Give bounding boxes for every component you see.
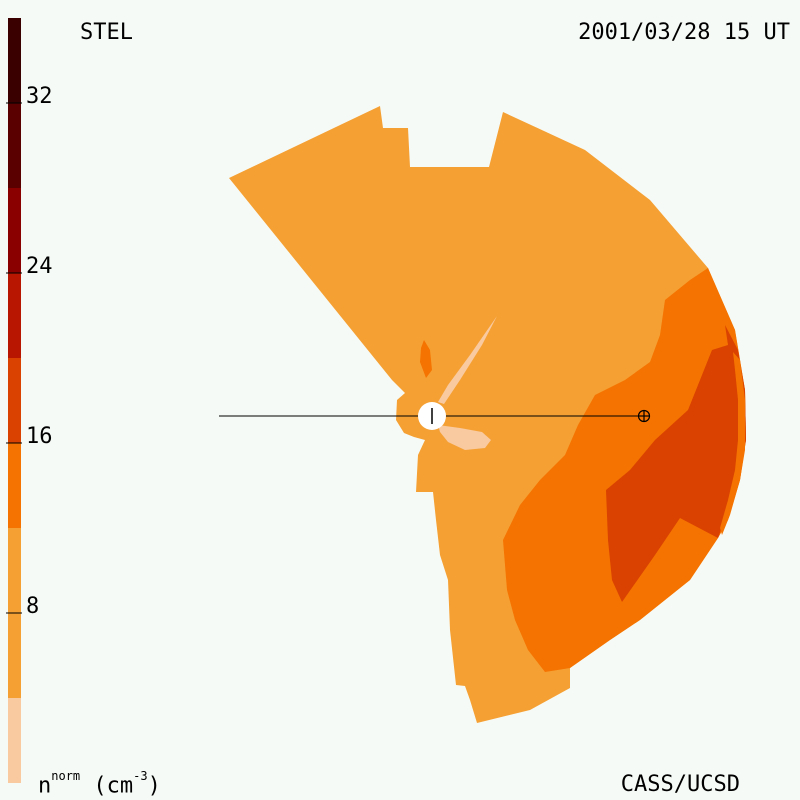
density-region-level-3-sliver: [420, 340, 432, 378]
density-region-level-4: [606, 325, 746, 602]
unit-rest: (cm: [93, 773, 134, 799]
density-region-level-3: [503, 268, 746, 672]
colorbar-band-5: [8, 273, 21, 358]
density-map: [219, 106, 746, 723]
unit-exponent: -3: [133, 769, 148, 783]
chart-title: STEL: [80, 20, 133, 45]
colorbar-band-8: [8, 18, 21, 103]
colorbar-band-3: [8, 443, 21, 528]
earth-marker: [637, 409, 651, 423]
density-region-level-1-lobe: [438, 425, 491, 450]
credit-label: CASS/UCSD: [620, 772, 740, 797]
colorbar-tick-label: 8: [26, 594, 40, 619]
unit-superscript: norm: [51, 769, 81, 783]
density-region-level-1-streak: [438, 316, 497, 404]
colorbar-tick-label: 16: [26, 424, 53, 449]
colorbar-unit-label: nnorm (cm-3): [38, 770, 161, 799]
unit-base: n: [38, 773, 52, 799]
density-region-level-3-edge: [720, 352, 745, 535]
colorbar-band-6: [8, 188, 21, 273]
colorbar-tick-label: 32: [26, 84, 53, 109]
colorbar-band-7: [8, 103, 21, 188]
colorbar: [6, 18, 22, 783]
colorbar-band-4: [8, 358, 21, 443]
unit-close: ): [147, 773, 161, 799]
colorbar-tick-label: 24: [26, 254, 53, 279]
colorbar-band-1: [8, 698, 21, 783]
timestamp-label: 2001/03/28 15 UT: [578, 20, 790, 45]
